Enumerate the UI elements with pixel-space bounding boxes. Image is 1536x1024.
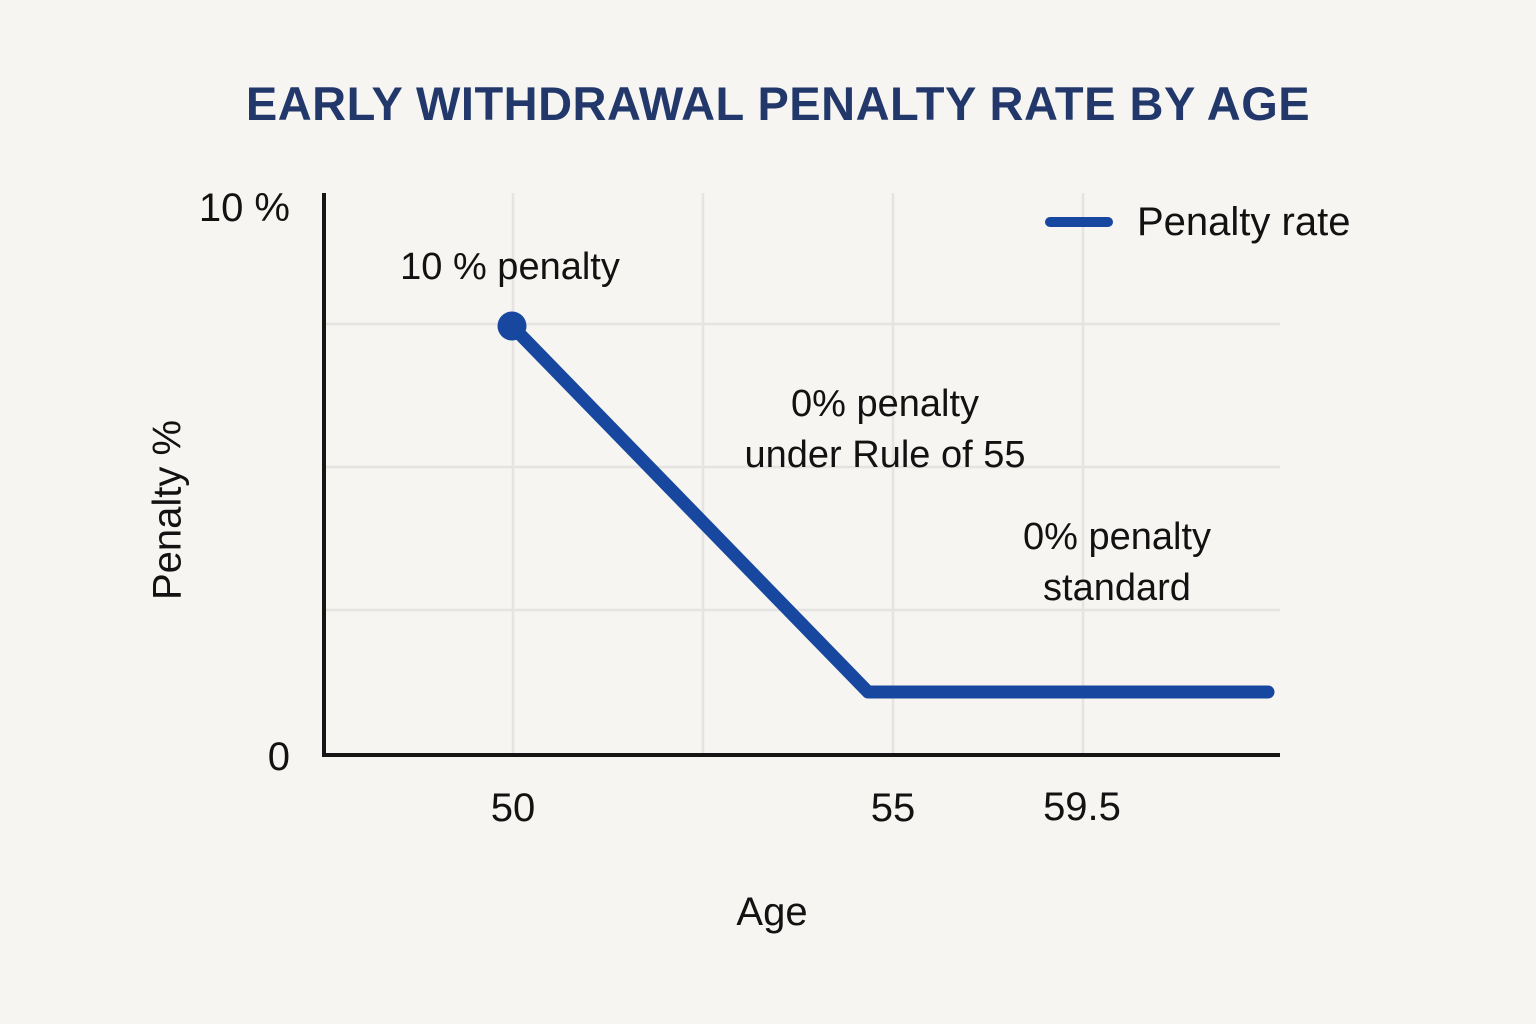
y-tick-10: 10 % [198,186,290,230]
horizontal-gridlines [326,322,1280,612]
annotation-standard-line1: 0% penalty [1022,516,1211,558]
x-tick-59-5: 59.5 [1043,785,1121,829]
annotation-rule-of-55-line2: under Rule of 55 [744,434,1026,476]
legend-label: Penalty rate [1137,200,1351,244]
annotation-standard-line2: standard [1043,567,1191,609]
annotation-rule-of-55: 0% penalty under Rule of 55 [635,379,1135,481]
annotation-rule-of-55-line1: 0% penalty [790,383,979,425]
x-tick-55: 55 [870,786,916,830]
x-tick-50: 50 [490,786,536,830]
axes [322,193,1280,757]
annotation-10pct-penalty: 10 % penalty [400,246,620,288]
penalty-rate-line [505,319,1275,699]
chart-title: EARLY WITHDRAWAL PENALTY RATE BY AGE [245,77,1311,130]
vertical-gridlines [511,193,1085,754]
series-start-dot-icon [497,311,527,341]
legend-line-swatch-icon [1045,217,1113,227]
legend: Penalty rate [1045,198,1350,246]
annotation-standard: 0% penalty standard [967,512,1267,614]
y-axis-label: Penalty % [145,419,190,601]
x-axis-label: Age [736,890,808,934]
y-tick-0: 0 [267,735,290,779]
